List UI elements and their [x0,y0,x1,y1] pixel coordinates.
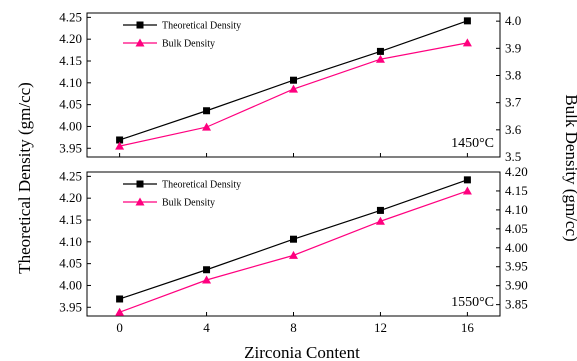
right-tick-label: 4.20 [505,164,528,179]
legend-theoretical-density-marker [136,21,144,29]
legend-bulk-density-marker [135,197,145,206]
left-tick-label: 4.15 [59,53,82,68]
right-tick-label: 3.85 [505,297,528,312]
right-tick-label: 4.00 [505,240,528,255]
bulk-density-point [202,275,212,284]
bulk-density-point [375,54,385,63]
theoretical-density-point [116,295,124,303]
x-tick-label: 12 [374,320,387,335]
right-tick-label: 3.5 [505,149,521,164]
right-tick-label: 4.05 [505,221,528,236]
panels: 3.954.004.054.104.154.204.253.53.63.73.8… [59,9,528,335]
left-axis-title: Theoretical Density (gm/cc) [15,82,34,274]
left-tick-label: 4.20 [59,31,82,46]
panel-2: 3.95 4.00 4.05 4.10 4.15 4.20 4.25 3.85 3.90 3.95… [59,164,528,335]
right-tick-label: 4.0 [505,13,521,28]
left-tick-label: 4.25 [59,9,82,24]
bulk-density-point [375,216,385,225]
bulk-density-point [289,250,298,259]
theoretical-density-point [203,107,211,115]
left-tick-label: 4.10 [59,75,82,90]
right-axis-title: Bulk Density (gm/cc) [562,94,577,241]
left-tick-label: 4.20 [59,190,82,205]
theoretical-density-point [116,136,124,144]
legend-theoretical-density-label: Theoretical Density [162,21,241,32]
left-tick-label: 4.10 [59,234,82,249]
right-tick-label: 3.6 [505,122,522,137]
right-tick-label: 3.90 [505,278,528,293]
left-tick-label: 4.00 [59,277,82,292]
left-tick-label: 3.95 [59,140,82,155]
legend-theoretical-density-marker [136,180,144,188]
left-tick-label: 4.05 [59,97,82,112]
right-tick-label: 3.95 [505,259,528,274]
theoretical-density-point [290,76,297,84]
left-tick-label: 3.95 [59,299,82,314]
left-tick-label: 4.05 [59,256,82,271]
right-tick-label: 4.15 [505,183,528,198]
right-tick-label: 3.8 [505,67,521,82]
bulk-density-point [115,141,125,150]
legend-bulk-density-label: Bulk Density [162,198,215,209]
legend-bulk-density-marker [135,38,145,47]
bulk-density-point [462,38,472,47]
theoretical-density-point [290,235,297,243]
left-tick-label: 4.00 [59,118,82,133]
panel-1: 3.95 4.00 4.05 4.10 4.15 4.20 4.25 3.5 3.6 3.7 3.8… [59,9,522,164]
plot-frame [86,171,501,317]
left-tick-label: 4.25 [59,168,82,183]
bulk-density-line [119,42,468,147]
theoretical-density-point [463,176,471,184]
temperature-label: 1450°C [451,136,494,151]
right-tick-label: 3.9 [505,40,521,55]
bulk-density-point [115,307,125,316]
x-axis-title: Zirconia Content [244,343,360,361]
theoretical-density-point [376,206,384,214]
theoretical-density-point [203,266,211,274]
right-tick-label: 3.7 [505,95,522,110]
bulk-density-point [289,84,298,93]
right-tick-label: 4.10 [505,202,528,217]
bulk-density-point [462,186,472,195]
legend-bulk-density-label: Bulk Density [162,39,215,50]
x-tick-label: 4 [203,320,210,335]
theoretical-density-point [463,17,471,25]
bulk-density-point [202,122,212,131]
x-tick-label: 16 [461,320,475,335]
x-tick-label: 8 [290,320,297,335]
legend-theoretical-density-label: Theoretical Density [162,180,241,191]
x-tick-label: 0 [116,320,123,335]
temperature-label: 1550°C [451,295,494,310]
left-tick-label: 4.15 [59,212,82,227]
theoretical-density-point [376,47,384,55]
